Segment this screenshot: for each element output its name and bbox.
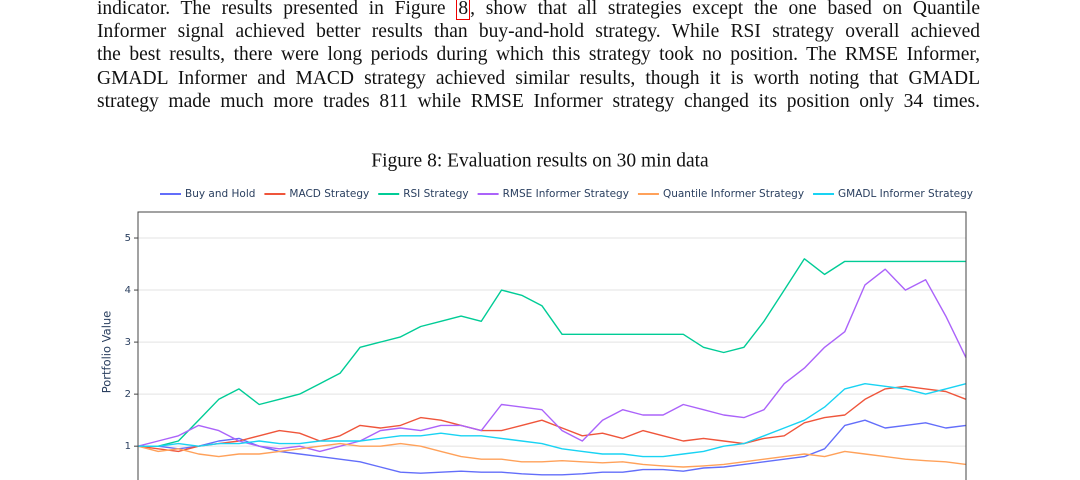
text: indicator. The results presented in Figu… (97, 0, 457, 19)
series-line (138, 419, 967, 476)
text: , show that all strategies except the on… (470, 0, 981, 19)
text-line: strategy made much more trades 811 while… (97, 90, 980, 112)
y-tick-label: 1 (125, 441, 131, 452)
series-line (138, 258, 966, 447)
text-line: GMADL Informer and MACD strategy achieve… (97, 67, 980, 89)
y-tick-label: 5 (125, 233, 131, 244)
text-line: Informer signal achieved better results … (97, 21, 980, 43)
text-line: indicator. The results presented in Figu… (97, 0, 980, 20)
figure-caption: Figure 8: Evaluation results on 30 min d… (371, 150, 709, 171)
legend-label: RSI Strategy (403, 188, 468, 200)
paragraph: indicator. The results presented in Figu… (97, 0, 980, 113)
y-tick-label: 4 (125, 285, 131, 296)
series-line (137, 442, 967, 468)
legend-label: Quantile Informer Strategy (663, 188, 804, 200)
legend-label: RMSE Informer Strategy (503, 188, 629, 200)
y-tick-label: 2 (125, 389, 131, 400)
y-tick-label: 3 (125, 337, 131, 348)
legend-label: GMADL Informer Strategy (838, 188, 973, 200)
legend-label: MACD Strategy (289, 188, 369, 200)
text-line: the best results, there were long period… (97, 44, 980, 66)
series-line (137, 385, 967, 453)
series-line (137, 268, 967, 453)
figure-ref[interactable]: 8 (456, 0, 471, 20)
y-axis-label: Portfolio Value (100, 311, 114, 394)
series-line (138, 383, 967, 458)
plot-frame (137, 211, 967, 480)
legend-label: Buy and Hold (185, 188, 255, 200)
